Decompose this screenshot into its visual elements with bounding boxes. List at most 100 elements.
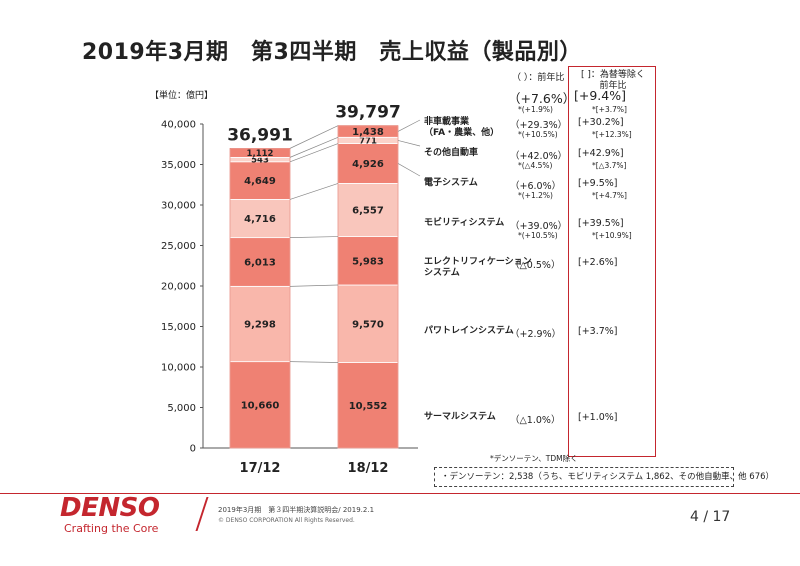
bar-value-label: 6,557: [352, 205, 384, 216]
bar-value-label: 771: [359, 136, 377, 146]
y-tick-label: 40,000: [161, 120, 196, 131]
fx-header: [ ]：為替等除く 前年比: [572, 70, 654, 92]
series-label-line: 非車載事業: [424, 117, 470, 127]
yoy-change: （+42.0%）: [510, 151, 568, 162]
yoy-fx-change: [+42.9%]: [578, 148, 624, 159]
yoy-fx-change: [+3.7%]: [578, 326, 618, 337]
bar-value-label: 1,438: [352, 127, 384, 138]
bar-outline: [337, 125, 399, 449]
detail-box: ・デンソーテン：2,538（うち、モビリティシステム 1,862、その他自動車、…: [434, 467, 774, 487]
series-label: エレクトリフィケーション システム: [424, 257, 532, 279]
footnote: *デンソーテン、TDM除く: [490, 454, 578, 463]
y-tick-label: 0: [190, 444, 196, 455]
page-number: 4 / 17: [690, 509, 731, 525]
yoy-fx-change: [+30.2%]: [578, 117, 624, 128]
y-tick-label: 35,000: [161, 160, 196, 171]
footer-copyright: © DENSO CORPORATION All Rights Reserved.: [218, 517, 355, 524]
bar-value-label: 4,926: [352, 159, 384, 170]
bar-value-label: 4,649: [244, 176, 276, 187]
yoy-fx-change: [+1.0%]: [578, 412, 618, 423]
series-label: モビリティシステム: [424, 218, 504, 229]
yoy-change: （+39.0%）: [510, 221, 568, 232]
yoy-fx-change-sub: *[+4.7%]: [592, 191, 627, 200]
yoy-fx-change: [+39.5%]: [578, 218, 624, 229]
y-tick-label: 15,000: [161, 322, 196, 333]
bar-outline: [229, 148, 291, 449]
series-label: その他自動車: [424, 148, 478, 159]
logo-tagline: Crafting the Core: [64, 522, 159, 535]
yoy-change-sub: *(+1.2%): [518, 191, 553, 200]
connector-line: [289, 183, 339, 200]
fx-header-line1: [ ]：為替等除く: [581, 70, 645, 80]
series-label-line: サーマルシステム: [424, 412, 496, 422]
bar-value-label: 5,983: [352, 256, 384, 267]
total-yoy-change-sub: *(+1.9%): [518, 105, 553, 114]
bar-value-label: 9,570: [352, 319, 384, 330]
bar-segment: [337, 183, 399, 237]
yoy-change-sub: *(△4.5%): [518, 161, 553, 170]
yoy-fx-change: [+9.5%]: [578, 178, 618, 189]
yoy-change: （+6.0%）: [510, 181, 562, 192]
yoy-fx-change-sub: *[+12.3%]: [592, 130, 632, 139]
fx-header-line2: 前年比: [599, 81, 627, 91]
y-tick-label: 30,000: [161, 201, 196, 212]
series-label-line: システム: [424, 268, 460, 278]
bar-segment: [337, 143, 399, 184]
connector-line: [289, 361, 339, 363]
yoy-fx-change: [+2.6%]: [578, 257, 618, 268]
connector-line: [289, 284, 339, 287]
fx-column-frame: [568, 66, 656, 457]
bar-value-label: 9,298: [244, 319, 276, 330]
y-tick-label: 20,000: [161, 282, 196, 293]
total-yoy-fx-change: [+9.4%]: [574, 88, 626, 103]
total-yoy-fx-change-sub: *[+3.7%]: [592, 105, 627, 114]
bar-value-label: 4,716: [244, 214, 276, 225]
series-label-line: エレクトリフィケーション: [424, 257, 532, 267]
yoy-change: （△1.0%）: [510, 415, 561, 426]
series-label: 電子システム: [424, 178, 478, 189]
footer-divider: [0, 493, 800, 494]
y-tick-label: 10,000: [161, 363, 196, 374]
connector-line: [289, 143, 339, 163]
yoy-header: （ ）：前年比: [512, 73, 565, 83]
denso-logo: DENSO: [60, 493, 160, 523]
y-tick-label: 25,000: [161, 241, 196, 252]
series-label-line: 電子システム: [424, 178, 478, 188]
leader-line: [397, 163, 421, 177]
bar-segment: [337, 362, 399, 449]
x-tick-label: 18/12: [348, 461, 389, 476]
x-tick-label: 17/12: [240, 461, 281, 476]
y-tick-label: 5,000: [167, 403, 196, 414]
series-label-line: モビリティシステム: [424, 218, 505, 228]
connector-line: [289, 136, 339, 158]
page-title: 2019年3月期 第3四半期 売上収益（製品別）: [82, 40, 582, 65]
unit-label: 【単位：億円】: [150, 91, 214, 101]
bar-total-label: 39,797: [335, 103, 401, 123]
series-label-line: （FA・農業、他）: [424, 128, 500, 138]
yoy-fx-change-sub: *[△3.7%]: [592, 161, 627, 170]
series-label-line: パワトレインシステム: [424, 326, 514, 336]
series-label: サーマルシステム: [424, 412, 496, 423]
yoy-change: （+2.9%）: [510, 329, 562, 340]
connector-line: [289, 236, 339, 238]
leader-line: [397, 119, 421, 132]
bar-segment: [229, 237, 291, 287]
bar-segment: [229, 199, 291, 239]
bar-value-label: 10,660: [241, 400, 280, 411]
yoy-change: （+29.3%）: [510, 120, 568, 131]
connector-line: [289, 125, 339, 149]
series-label: パワトレインシステム: [424, 326, 514, 337]
yoy-change-sub: *(+10.5%): [518, 231, 558, 240]
yoy-fx-change-sub: *[+10.9%]: [592, 231, 632, 240]
bar-value-label: 6,013: [244, 257, 276, 268]
yoy-change-sub: *(+10.5%): [518, 130, 558, 139]
series-label: 非車載事業 （FA・農業、他）: [424, 117, 499, 139]
bar-segment: [229, 161, 291, 200]
total-yoy-change: （+7.6%）: [508, 91, 576, 106]
leader-line: [397, 140, 421, 147]
series-label-line: その他自動車: [424, 148, 479, 158]
yoy-change: （△0.5%）: [510, 260, 561, 271]
bar-value-label: 1,112: [247, 149, 274, 159]
bar-segment: [229, 285, 291, 363]
